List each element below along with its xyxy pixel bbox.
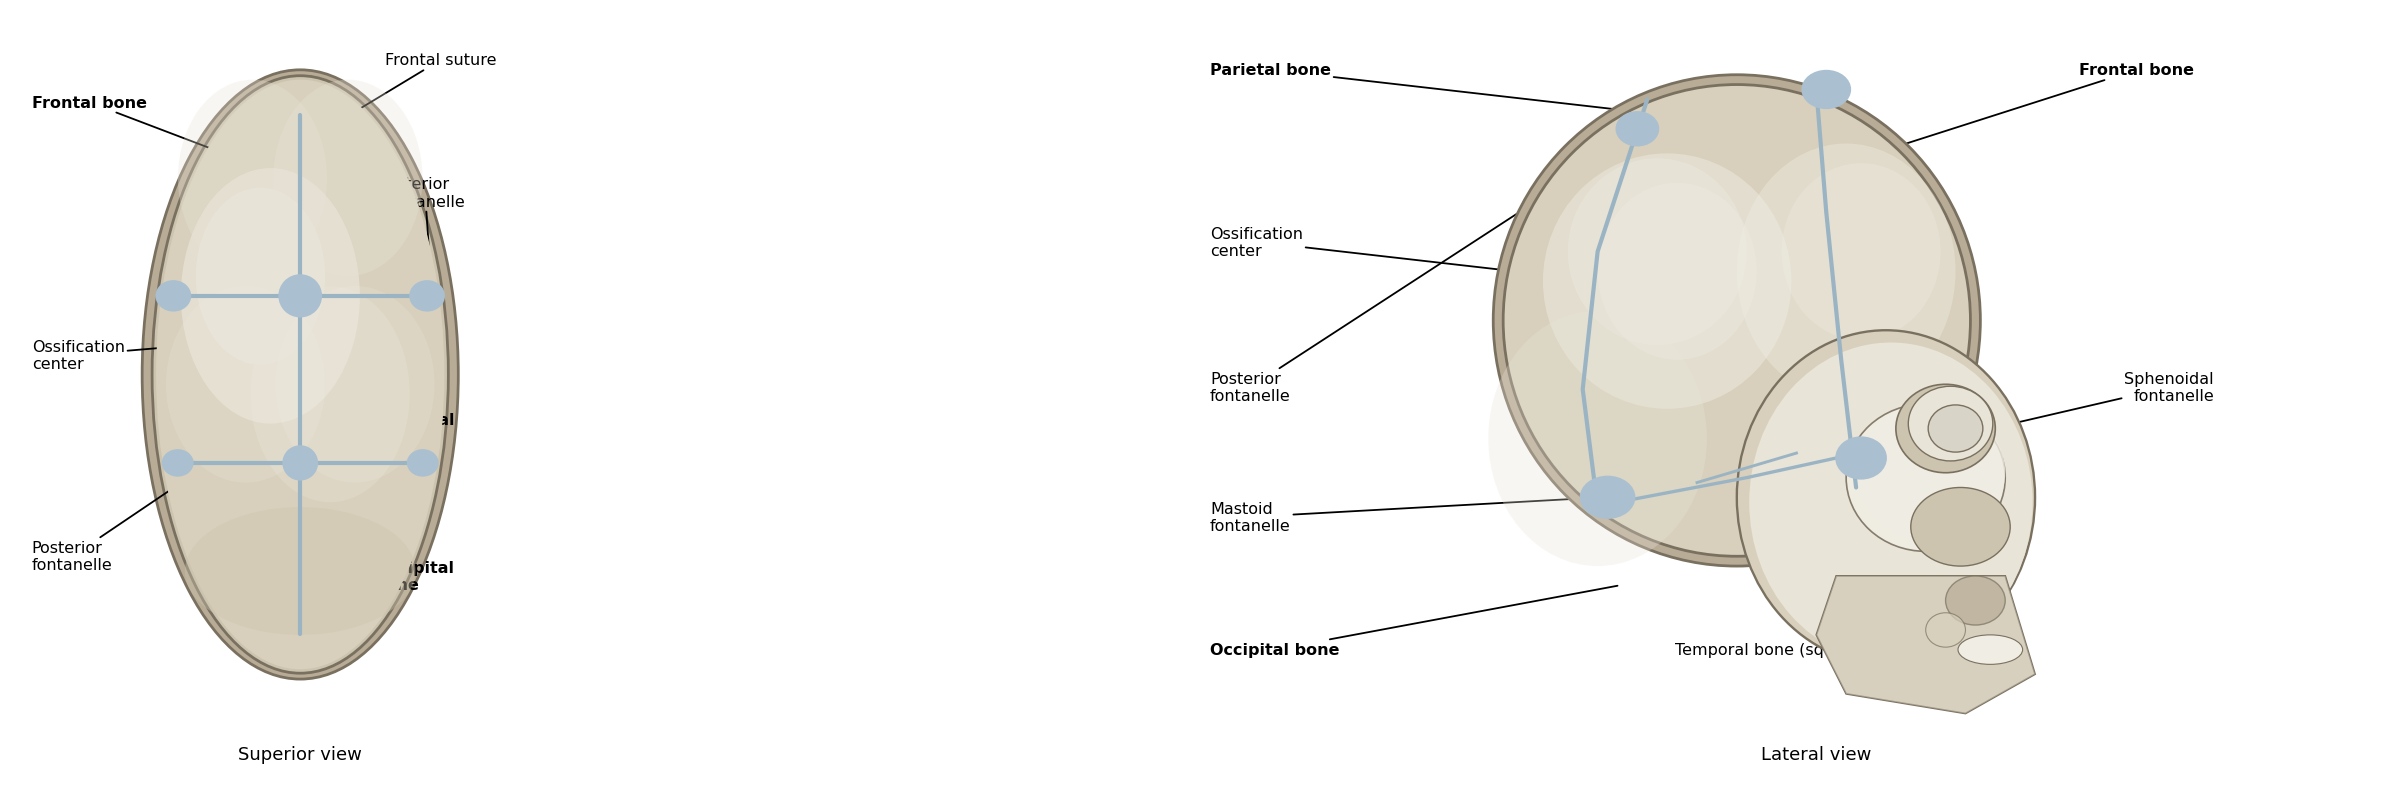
Ellipse shape [1911,488,2011,566]
Text: Anterior
fontanelle: Anterior fontanelle [384,177,465,297]
Ellipse shape [1909,387,1992,461]
Ellipse shape [1494,75,1980,566]
Text: Ossification
center: Ossification center [1211,226,1687,292]
Ellipse shape [250,286,410,503]
Ellipse shape [276,286,434,483]
Text: Superior view: Superior view [238,745,362,763]
Ellipse shape [1542,154,1792,409]
Polygon shape [1816,576,2035,714]
Ellipse shape [407,450,438,477]
Ellipse shape [1928,406,1983,452]
Ellipse shape [1504,86,1971,557]
Ellipse shape [1597,184,1756,360]
Text: Occipital
bone: Occipital bone [355,560,453,593]
Ellipse shape [1925,613,1966,647]
Ellipse shape [143,71,458,679]
Text: Mastoid
fontanelle: Mastoid fontanelle [1211,498,1604,533]
Ellipse shape [1737,144,1956,399]
Ellipse shape [1897,385,1995,473]
Text: Temporal bone (squamous portion): Temporal bone (squamous portion) [1675,606,1956,658]
Text: Frontal suture: Frontal suture [319,54,496,134]
Ellipse shape [179,80,326,277]
Polygon shape [1816,576,2035,714]
Text: Frontal bone: Frontal bone [31,95,210,149]
Ellipse shape [1802,71,1852,110]
Ellipse shape [274,80,422,277]
Ellipse shape [162,450,193,477]
Ellipse shape [195,188,324,365]
Text: Lateral view: Lateral view [1761,745,1871,763]
Text: Parietal
bone: Parietal bone [384,395,455,445]
Text: Frontal bone: Frontal bone [1890,63,2195,149]
Ellipse shape [1616,112,1659,148]
Ellipse shape [1945,576,2004,626]
Text: Posterior
fontanelle: Posterior fontanelle [1211,140,1632,404]
Ellipse shape [1847,404,2004,552]
Text: Posterior
fontanelle: Posterior fontanelle [31,473,195,573]
Text: Occipital bone: Occipital bone [1211,586,1618,658]
Ellipse shape [181,169,360,424]
Ellipse shape [155,80,443,670]
Ellipse shape [167,286,324,483]
Ellipse shape [1782,164,1940,341]
Ellipse shape [155,281,191,312]
Ellipse shape [186,508,415,635]
Ellipse shape [1959,635,2023,665]
Ellipse shape [1489,311,1706,566]
Ellipse shape [153,77,448,674]
Text: Parietal bone: Parietal bone [1211,63,1656,115]
Ellipse shape [1856,404,2004,542]
Ellipse shape [410,281,446,312]
Ellipse shape [281,446,317,481]
Text: Ossification
center: Ossification center [31,339,195,371]
Ellipse shape [1568,159,1747,346]
Ellipse shape [1737,330,2035,665]
Ellipse shape [1835,437,1887,480]
Ellipse shape [1580,476,1635,519]
Ellipse shape [279,275,322,318]
Ellipse shape [1749,343,2033,662]
Text: Sphenoidal
fontanelle: Sphenoidal fontanelle [1864,371,2214,459]
